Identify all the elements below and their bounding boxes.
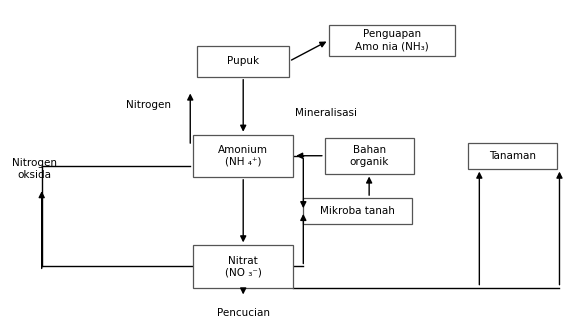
FancyBboxPatch shape [468,143,557,169]
FancyBboxPatch shape [325,138,413,174]
FancyBboxPatch shape [193,245,293,288]
FancyBboxPatch shape [303,198,412,224]
FancyBboxPatch shape [198,46,289,77]
Text: Nitrogen
oksida: Nitrogen oksida [12,158,57,179]
Text: Nitrat
(NO ₃⁻): Nitrat (NO ₃⁻) [225,256,262,277]
Text: Nitrogen: Nitrogen [126,100,171,110]
Text: Pupuk: Pupuk [227,56,260,66]
FancyBboxPatch shape [329,25,455,56]
Text: Tanaman: Tanaman [489,151,536,161]
Text: Mikroba tanah: Mikroba tanah [320,206,395,216]
Text: Amonium
(NH ₄⁺): Amonium (NH ₄⁺) [218,145,268,166]
Text: Penguapan
Amo nia (NH₃): Penguapan Amo nia (NH₃) [355,29,429,51]
Text: Mineralisasi: Mineralisasi [295,109,357,118]
FancyBboxPatch shape [193,135,293,177]
Text: Bahan
organik: Bahan organik [350,145,389,166]
Text: Pencucian: Pencucian [217,307,270,318]
